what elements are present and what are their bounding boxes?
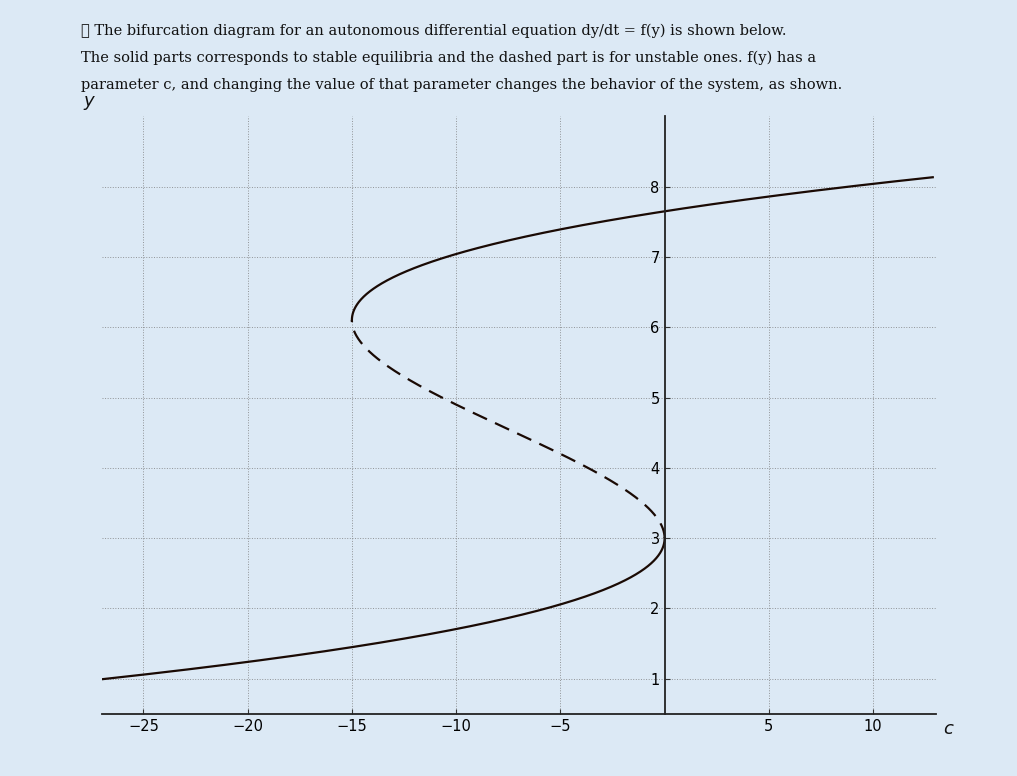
Text: The solid parts corresponds to stable equilibria and the dashed part is for unst: The solid parts corresponds to stable eq… <box>81 50 817 65</box>
Text: Ⓐ The bifurcation diagram for an autonomous differential equation dy/dt = f(y) i: Ⓐ The bifurcation diagram for an autonom… <box>81 23 787 38</box>
Text: parameter c, and changing the value of that parameter changes the behavior of th: parameter c, and changing the value of t… <box>81 78 843 92</box>
Y-axis label: y: y <box>83 92 95 110</box>
X-axis label: c: c <box>943 720 953 738</box>
